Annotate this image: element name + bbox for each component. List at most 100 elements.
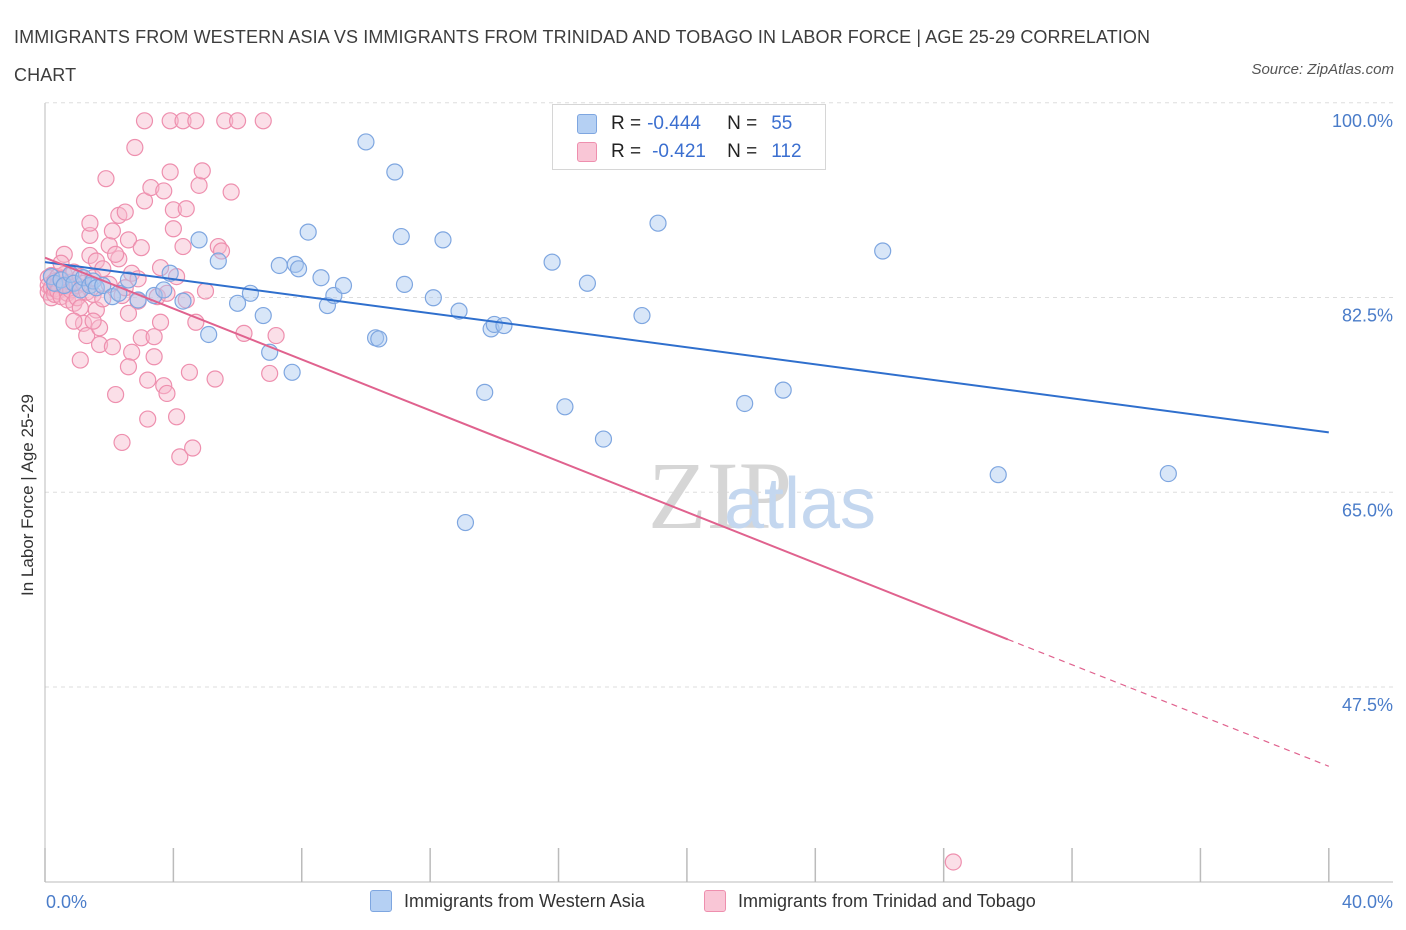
legend-swatch-blue <box>577 114 597 134</box>
source-label: Source: ZipAtlas.com <box>1251 61 1394 78</box>
data-point-trinidad <box>81 214 99 232</box>
data-point-trinidad <box>177 200 195 218</box>
legend-n-label: N = <box>727 113 758 134</box>
data-point-trinidad <box>65 312 83 330</box>
legend-r-label: R = <box>611 113 642 134</box>
data-point-trinidad <box>180 363 199 381</box>
data-point-western-asia <box>424 289 442 307</box>
legend-r-label: R = <box>611 141 642 162</box>
data-point-western-asia <box>989 466 1007 484</box>
data-point-trinidad <box>190 176 208 194</box>
legend-swatch-pink <box>577 142 597 162</box>
data-point-trinidad <box>81 226 99 245</box>
data-point-western-asia <box>283 363 301 381</box>
legend-r-value: -0.421 <box>652 141 706 162</box>
data-point-western-asia <box>736 394 754 413</box>
data-point-trinidad <box>212 242 231 260</box>
data-point-trinidad <box>71 351 89 369</box>
x-tick-label: 0.0% <box>46 892 87 912</box>
data-point-western-asia <box>190 231 208 249</box>
data-point-western-asia <box>594 430 613 448</box>
data-point-trinidad <box>254 112 272 130</box>
data-point-trinidad <box>55 245 73 263</box>
data-point-western-asia <box>578 274 597 292</box>
data-point-western-asia <box>299 223 317 241</box>
data-point-trinidad <box>167 408 186 426</box>
data-point-western-asia <box>392 227 410 246</box>
data-point-trinidad <box>216 112 234 130</box>
y-tick-label: 82.5% <box>1342 306 1393 326</box>
data-point-western-asia <box>228 294 247 312</box>
data-point-western-asia <box>200 325 218 344</box>
data-point-trinidad <box>90 319 109 337</box>
y-tick-label: 100.0% <box>1332 111 1393 131</box>
data-point-trinidad <box>158 284 176 302</box>
data-point-trinidad <box>107 245 125 263</box>
watermark-zip: ZIP <box>648 442 792 549</box>
data-point-trinidad <box>132 239 150 257</box>
legend-n-value: 55 <box>771 113 793 134</box>
bottom-legend-swatch-pink <box>704 890 726 912</box>
data-point-trinidad <box>135 112 154 130</box>
data-point-trinidad <box>119 231 138 249</box>
chart-title: IMMIGRANTS FROM WESTERN ASIA VS IMMIGRAN… <box>14 27 1151 85</box>
data-point-trinidad <box>161 163 179 181</box>
legend-row-western-asia: R = -0.444 N = 55 <box>577 111 792 137</box>
data-point-trinidad <box>193 162 211 180</box>
axes <box>44 103 1393 883</box>
data-point-trinidad <box>113 433 131 452</box>
data-point-western-asia <box>52 271 70 289</box>
series-western-asia-points <box>42 133 1177 532</box>
bottom-legend-western-asia: Immigrants from Western Asia <box>370 890 645 912</box>
data-point-trinidad <box>145 328 163 346</box>
bottom-legend-label: Immigrants from Western Asia <box>404 890 645 911</box>
data-point-western-asia <box>155 281 173 299</box>
data-point-trinidad <box>145 348 163 366</box>
data-point-trinidad <box>123 343 141 361</box>
tick-labels: 100.0% 82.5% 65.0% 47.5% 0.0% 40.0% <box>46 111 1393 912</box>
data-point-trinidad <box>139 371 157 389</box>
data-point-trinidad <box>187 112 205 130</box>
data-point-trinidad <box>222 183 240 201</box>
trend-line-trinidad <box>44 256 1009 641</box>
data-point-trinidad <box>174 237 192 256</box>
data-point-western-asia <box>87 279 105 297</box>
data-point-western-asia <box>270 256 288 275</box>
data-point-western-asia <box>370 330 388 348</box>
data-point-trinidad <box>103 222 122 240</box>
data-point-western-asia <box>495 316 513 335</box>
data-point-trinidad <box>174 112 192 130</box>
data-point-trinidad <box>261 364 279 383</box>
series-trinidad-points <box>39 112 962 871</box>
data-point-trinidad <box>84 312 102 330</box>
data-point-western-asia <box>312 269 330 287</box>
data-point-trinidad <box>161 112 179 130</box>
data-point-western-asia <box>334 276 353 295</box>
data-point-trinidad <box>151 259 170 277</box>
data-point-trinidad <box>132 329 150 347</box>
data-point-western-asia <box>874 242 892 260</box>
data-point-western-asia <box>318 296 337 315</box>
data-point-western-asia <box>386 163 404 181</box>
data-point-western-asia <box>456 513 475 532</box>
data-point-western-asia <box>774 381 792 399</box>
data-point-western-asia <box>543 253 561 271</box>
data-point-western-asia <box>633 306 651 325</box>
data-point-trinidad <box>78 326 96 345</box>
data-point-western-asia <box>174 292 192 310</box>
data-point-trinidad <box>164 220 182 238</box>
grid-lines <box>45 102 1393 688</box>
data-point-trinidad <box>116 203 134 221</box>
data-point-western-asia <box>357 133 375 151</box>
data-point-trinidad <box>155 182 173 200</box>
data-point-western-asia <box>649 214 667 232</box>
data-point-trinidad <box>171 448 189 466</box>
data-point-trinidad <box>151 313 170 331</box>
data-point-trinidad <box>206 370 224 388</box>
legend-r-value: -0.444 <box>647 113 701 134</box>
trend-lines <box>44 256 1330 767</box>
watermark-atlas: atlas <box>724 464 876 544</box>
data-point-trinidad <box>184 439 202 457</box>
y-tick-label: 47.5% <box>1342 695 1393 715</box>
